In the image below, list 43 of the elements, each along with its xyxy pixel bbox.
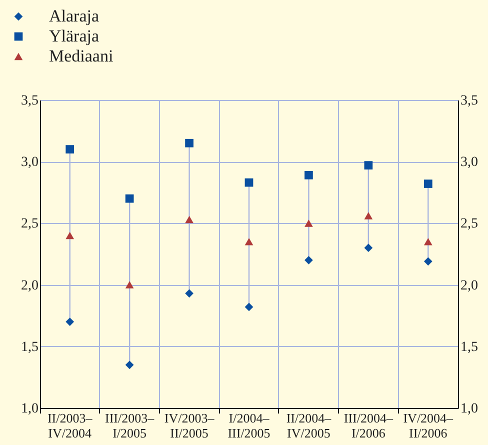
y2-tick-label: 3,5 bbox=[460, 94, 478, 108]
x-tick-label: III/2004– I/2006 bbox=[344, 410, 394, 440]
x-tick-label: II/2003– IV/2004 bbox=[47, 410, 93, 440]
point bbox=[185, 289, 194, 298]
point bbox=[244, 238, 254, 246]
point bbox=[125, 281, 134, 288]
point bbox=[424, 238, 432, 246]
point bbox=[364, 161, 373, 170]
x-tick-label: IV/2003– II/2005 bbox=[164, 410, 215, 440]
y-tick-label: 1,0 bbox=[21, 402, 38, 416]
point bbox=[66, 318, 74, 326]
point bbox=[424, 180, 432, 188]
x-tick-label: IV/2004– II/2006 bbox=[403, 410, 454, 440]
point bbox=[244, 302, 254, 312]
point bbox=[66, 145, 74, 154]
point bbox=[364, 212, 373, 220]
y2-tick-label: 2,0 bbox=[460, 278, 478, 294]
point bbox=[424, 257, 432, 266]
y2-tick-label: 2,5 bbox=[460, 216, 478, 232]
y2-tick-label: 3,0 bbox=[460, 155, 478, 170]
legend-label: Yläraja bbox=[49, 26, 100, 46]
x-tick-label: III/2003– I/2005 bbox=[105, 410, 155, 440]
y-tick-label: 3,0 bbox=[21, 155, 38, 170]
point bbox=[304, 170, 313, 180]
point bbox=[185, 216, 194, 224]
point bbox=[185, 138, 194, 148]
y2-tick-label: 1,5 bbox=[460, 340, 478, 355]
legend-label: Mediaani bbox=[49, 46, 114, 66]
x-tick-label: I/2004– III/2005 bbox=[228, 410, 270, 440]
point bbox=[125, 194, 134, 203]
point bbox=[304, 220, 313, 227]
point bbox=[244, 178, 254, 187]
y-tick-label: 3,5 bbox=[21, 94, 38, 108]
point bbox=[125, 360, 134, 370]
y-tick-label: 2,0 bbox=[21, 278, 38, 294]
point bbox=[364, 244, 373, 252]
point bbox=[66, 232, 74, 240]
y2-tick-label: 1,0 bbox=[460, 402, 478, 416]
y-tick-label: 1,5 bbox=[21, 340, 38, 355]
point bbox=[304, 256, 313, 264]
y-tick-label: 2,5 bbox=[21, 216, 38, 232]
x-tick-label: II/2004– IV/2005 bbox=[286, 410, 332, 440]
legend-label: Alaraja bbox=[49, 6, 100, 26]
